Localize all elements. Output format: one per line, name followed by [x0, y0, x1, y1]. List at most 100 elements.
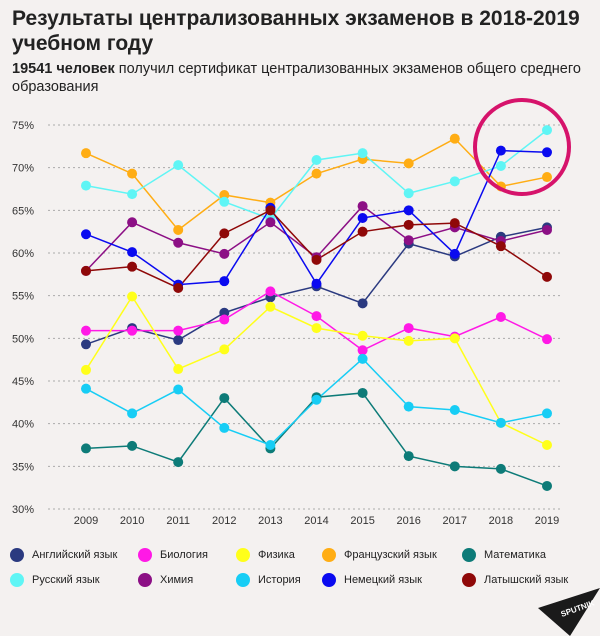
- data-point: [403, 188, 414, 199]
- legend-label: Химия: [160, 574, 194, 586]
- legend-item: Французский язык: [322, 548, 437, 562]
- data-point: [173, 224, 184, 235]
- x-tick-label: 2010: [120, 515, 144, 527]
- data-point: [403, 323, 414, 334]
- data-point: [127, 440, 138, 451]
- x-tick-label: 2019: [535, 515, 559, 527]
- y-tick-label: 35%: [12, 461, 34, 473]
- data-point: [219, 248, 230, 259]
- data-point: [173, 282, 184, 293]
- data-point: [127, 247, 138, 258]
- data-point: [357, 148, 368, 159]
- data-point: [173, 325, 184, 336]
- data-point: [81, 364, 91, 375]
- series-line: [85, 209, 548, 289]
- data-point: [403, 205, 414, 216]
- data-point: [311, 323, 322, 334]
- data-point: [81, 383, 91, 394]
- legend-item: История: [236, 573, 301, 587]
- legend-label: Английский язык: [32, 549, 118, 561]
- legend-item: Русский язык: [10, 573, 100, 587]
- data-point: [173, 457, 184, 468]
- y-tick-label: 50%: [12, 333, 34, 345]
- x-tick-label: 2016: [396, 515, 420, 527]
- x-tick-label: 2014: [304, 515, 328, 527]
- highlight-circle: [473, 98, 571, 196]
- legend-label: Русский язык: [32, 574, 100, 586]
- data-point: [357, 353, 368, 364]
- data-point: [403, 235, 414, 246]
- legend-swatch: [138, 573, 152, 587]
- x-tick-label: 2015: [350, 515, 374, 527]
- legend-swatch: [322, 573, 336, 587]
- data-point: [542, 224, 552, 235]
- data-point: [81, 229, 91, 240]
- y-tick-label: 75%: [12, 120, 34, 132]
- data-point: [357, 201, 368, 212]
- legend-label: Французский язык: [344, 549, 437, 561]
- data-point: [127, 189, 138, 200]
- data-point: [311, 254, 322, 265]
- data-point: [495, 312, 506, 322]
- series-line: [85, 137, 548, 231]
- y-tick-label: 55%: [12, 291, 34, 303]
- x-tick-label: 2012: [212, 515, 236, 527]
- legend-label: История: [258, 574, 301, 586]
- data-point: [311, 394, 322, 405]
- data-point: [449, 218, 460, 229]
- data-point: [127, 168, 138, 179]
- legend-swatch: [462, 573, 476, 587]
- data-point: [357, 226, 368, 237]
- y-tick-label: 40%: [12, 419, 34, 431]
- data-point: [357, 298, 368, 309]
- data-point: [219, 393, 230, 404]
- data-point: [127, 291, 138, 302]
- data-point: [311, 278, 322, 289]
- legend-swatch: [236, 548, 250, 562]
- data-point: [173, 335, 184, 346]
- sputnik-logo: SPUTNIK: [538, 588, 600, 636]
- x-tick-label: 2009: [74, 515, 98, 527]
- data-point: [403, 219, 414, 230]
- data-point: [173, 160, 184, 171]
- legend-swatch: [322, 548, 336, 562]
- legend-item: Немецкий язык: [322, 573, 422, 587]
- data-point: [449, 133, 460, 144]
- data-point: [311, 168, 322, 179]
- data-point: [219, 228, 230, 239]
- y-tick-label: 30%: [12, 504, 34, 516]
- data-point: [449, 248, 460, 259]
- legend-item: Математика: [462, 548, 546, 562]
- data-point: [219, 314, 230, 325]
- legend-item: Латышский язык: [462, 573, 568, 587]
- data-point: [449, 176, 460, 187]
- data-point: [219, 344, 230, 355]
- data-point: [265, 205, 276, 216]
- legend-label: Латышский язык: [484, 574, 569, 586]
- data-point: [542, 480, 552, 491]
- subtitle: 19541 человек получил сертификат централ…: [12, 60, 592, 96]
- data-point: [81, 443, 91, 454]
- data-point: [357, 330, 368, 341]
- legend-label: Немецкий язык: [344, 574, 422, 586]
- x-tick-label: 2017: [443, 515, 467, 527]
- legend-label: Физика: [258, 549, 295, 561]
- data-point: [265, 217, 276, 228]
- data-point: [81, 339, 91, 350]
- data-point: [81, 148, 91, 159]
- data-point: [173, 384, 184, 395]
- data-point: [495, 417, 506, 428]
- x-tick-label: 2011: [166, 515, 190, 527]
- data-point: [357, 213, 368, 224]
- data-point: [127, 261, 138, 272]
- header: Результаты централизованных экзаменов в …: [12, 6, 592, 96]
- legend-item: Биология: [138, 548, 208, 562]
- data-point: [542, 440, 552, 450]
- data-point: [311, 311, 322, 322]
- data-point: [542, 408, 552, 419]
- page-title: Результаты централизованных экзаменов в …: [12, 7, 580, 55]
- data-point: [403, 401, 414, 412]
- legend-swatch: [138, 548, 152, 562]
- data-point: [219, 196, 230, 207]
